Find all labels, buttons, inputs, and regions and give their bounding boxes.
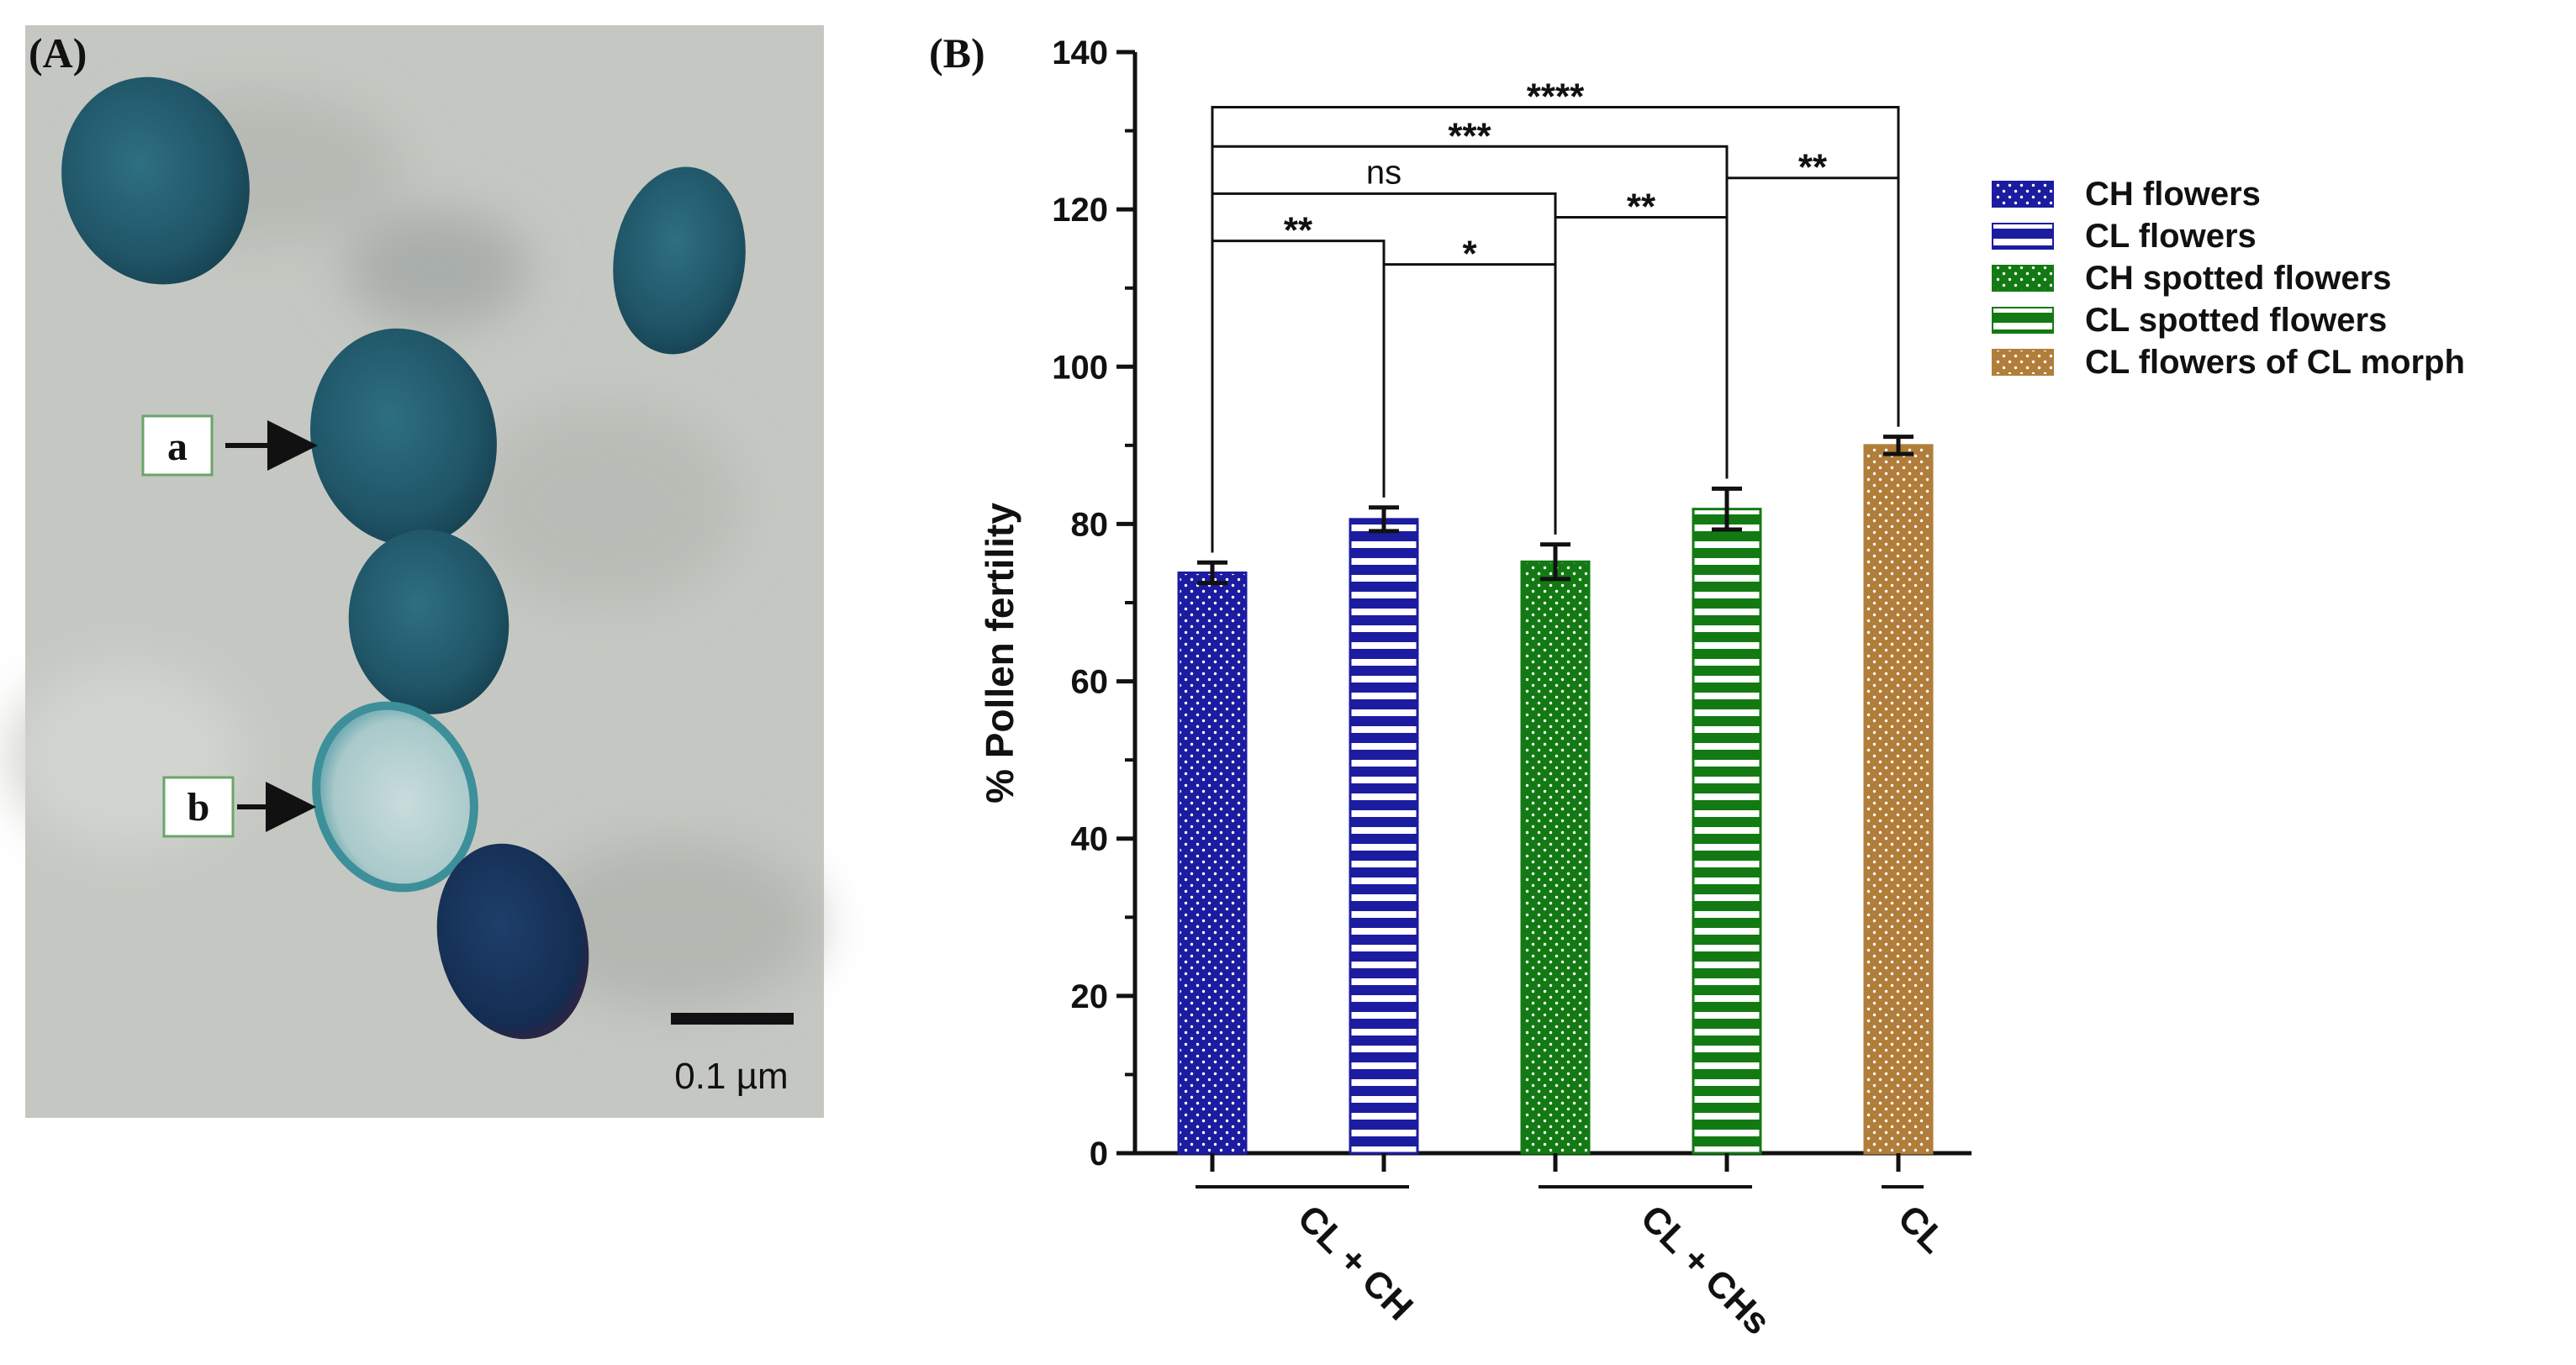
legend-swatch <box>1992 265 2054 292</box>
legend-item: CH flowers <box>1992 176 2261 213</box>
group-label: CL + CHs <box>1633 1197 1778 1342</box>
legend-swatch <box>1992 223 2054 250</box>
scale-bar-label: 0.1 µm <box>674 1056 788 1097</box>
legend-label: CL flowers <box>2085 218 2257 255</box>
legend: CH flowers CL flowers CH spotted flowers CL… <box>1992 176 2465 381</box>
bars <box>1177 435 1934 1172</box>
legend-item: CH spotted flowers <box>1992 260 2391 297</box>
group-label: CL + CH <box>1290 1197 1421 1328</box>
significance-bracket: ** <box>1554 187 1729 535</box>
label-b-box <box>162 776 235 838</box>
y-tick-label: 20 <box>1071 978 1109 1015</box>
group-labels: CL + CH CL + CHs CL <box>1196 1185 1954 1343</box>
group: CL + CH <box>1196 1185 1421 1328</box>
y-tick-label: 0 <box>1090 1136 1108 1173</box>
significance-bracket: * <box>1382 234 1557 535</box>
legend-item: CL flowers <box>1992 218 2257 255</box>
y-tick-label: 120 <box>1052 192 1108 229</box>
pollen-grain <box>436 843 589 1040</box>
micrograph-panel: a b 0.1 µm (A) <box>8 25 824 1118</box>
significance-bracket: **** <box>1211 76 1900 553</box>
legend-swatch <box>1992 181 2054 208</box>
error-bar <box>1369 505 1399 534</box>
significance-label: ** <box>1798 147 1828 188</box>
y-axis-label: % Pollen fertility <box>978 503 1021 804</box>
pollen-grain <box>613 166 746 355</box>
pollen-grain-fertile <box>310 328 497 546</box>
y-tick-label: 40 <box>1071 821 1109 858</box>
group: CL <box>1882 1185 1954 1262</box>
pollen-grain-sterile <box>312 701 478 893</box>
significance-bracket: ** <box>1211 210 1386 553</box>
panel-b-label: (B) <box>929 29 985 76</box>
significance-label: *** <box>1448 115 1491 156</box>
legend-swatch <box>1992 349 2054 376</box>
significance-label: * <box>1462 234 1477 275</box>
y-tick-label: 80 <box>1071 506 1109 543</box>
y-tick-label: 60 <box>1071 664 1109 701</box>
label-a-box <box>141 414 214 477</box>
error-bar <box>1540 542 1570 582</box>
error-bar <box>1712 486 1742 532</box>
group: CL + CHs <box>1539 1185 1778 1343</box>
bar <box>1349 518 1419 1155</box>
significance-label: ** <box>1284 210 1313 251</box>
significance-label: ns <box>1366 154 1401 191</box>
bar <box>1692 508 1762 1155</box>
legend-label: CH flowers <box>2085 176 2261 213</box>
bar <box>1863 444 1934 1155</box>
y-tick-label: 140 <box>1052 34 1108 71</box>
legend-swatch <box>1992 307 2054 334</box>
legend-label: CH spotted flowers <box>2085 260 2391 297</box>
group-label: CL <box>1890 1197 1954 1261</box>
pollen-grain <box>61 76 250 285</box>
error-bar <box>1197 560 1227 586</box>
legend-item: CL flowers of CL morph <box>1992 344 2465 381</box>
significance-bracket: *** <box>1211 115 1729 553</box>
bar <box>1177 571 1248 1155</box>
pollen-grain <box>348 530 509 714</box>
scale-bar <box>671 1013 794 1025</box>
legend-item: CL spotted flowers <box>1992 302 2387 339</box>
legend-label: CL spotted flowers <box>2085 302 2387 339</box>
error-bar <box>1883 435 1914 456</box>
bar <box>1520 560 1591 1155</box>
significance-brackets: ***ns*********** <box>1211 76 1900 553</box>
y-tick-label: 100 <box>1052 349 1108 386</box>
panel-a-label: (A) <box>29 29 87 76</box>
legend-label: CL flowers of CL morph <box>2085 344 2465 381</box>
significance-bracket: ** <box>1725 147 1900 479</box>
micrograph-texture <box>8 92 816 1009</box>
label-a: a <box>167 424 187 469</box>
label-b: b <box>187 785 210 830</box>
y-axis: 0 20 40 60 80 100 120 140 % Pollen fertility <box>978 34 1972 1173</box>
significance-label: **** <box>1527 76 1585 118</box>
significance-label: ** <box>1627 187 1656 228</box>
